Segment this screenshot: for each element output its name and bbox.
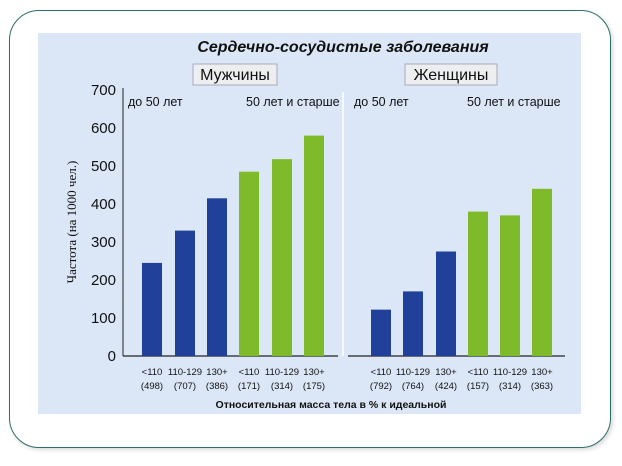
bar xyxy=(403,291,423,356)
x-category-labels: <110 (498) 110-129 (707) 130+ (386) <110 (171) 1… xyxy=(141,367,553,392)
subgroup-label-men-old: 50 лет и старше xyxy=(246,95,340,109)
y-tick-label: 100 xyxy=(91,310,116,327)
chart-title: Сердечно-сосудистые заболевания xyxy=(197,39,489,56)
group-label-women: Женщины xyxy=(414,67,489,84)
x-category-count: (157) xyxy=(467,381,489,392)
x-category-label: 110-129 xyxy=(396,367,430,378)
x-category-label: 110-129 xyxy=(493,367,527,378)
bars xyxy=(142,135,552,356)
x-category-count: (175) xyxy=(303,381,325,392)
subgroup-label-men-young: до 50 лет xyxy=(128,95,183,109)
y-axis-label: Частота (на 1000 чел.) xyxy=(64,161,79,284)
x-category-count: (498) xyxy=(141,381,163,392)
x-category-count: (707) xyxy=(174,381,196,392)
x-category-label: 130+ xyxy=(206,367,228,378)
x-category-count: (363) xyxy=(531,381,553,392)
y-tick-label: 500 xyxy=(91,158,116,175)
y-tick-label: 700 xyxy=(91,82,116,99)
x-category-label: 130+ xyxy=(303,367,325,378)
y-tick-label: 0 xyxy=(108,348,116,365)
bar xyxy=(500,215,520,356)
bar xyxy=(371,309,391,356)
group-label-box-men xyxy=(192,63,278,86)
x-category-label: 110-129 xyxy=(168,367,202,378)
x-category-count: (314) xyxy=(499,381,521,392)
group-label-box-women xyxy=(404,63,498,86)
bar xyxy=(436,251,456,356)
bar xyxy=(272,159,292,356)
bar xyxy=(175,230,195,356)
x-category-label: 110-129 xyxy=(265,367,299,378)
x-category-label: 130+ xyxy=(435,367,457,378)
subgroup-label-women-young: до 50 лет xyxy=(354,95,409,109)
x-category-label: <110 xyxy=(371,367,392,378)
bar xyxy=(142,262,162,356)
y-tick-label: 300 xyxy=(91,234,116,251)
x-category-count: (764) xyxy=(402,381,424,392)
x-category-count: (314) xyxy=(271,381,293,392)
bar xyxy=(468,211,488,356)
y-ticks: 0 100 200 300 400 500 600 700 xyxy=(91,82,116,365)
x-category-label: <110 xyxy=(468,367,489,378)
y-tick-label: 600 xyxy=(91,120,116,137)
x-category-label: <110 xyxy=(239,367,260,378)
bar xyxy=(207,198,227,356)
bar xyxy=(532,188,552,356)
subgroup-label-women-old: 50 лет и старше xyxy=(467,95,561,109)
bar xyxy=(304,135,324,356)
bar xyxy=(239,171,259,356)
y-tick-label: 200 xyxy=(91,272,116,289)
x-category-label: 130+ xyxy=(531,367,553,378)
x-category-count: (386) xyxy=(206,381,228,392)
x-axis-label: Относительная масса тела в % к идеальной xyxy=(216,399,447,411)
x-category-count: (792) xyxy=(370,381,392,392)
x-category-count: (424) xyxy=(435,381,457,392)
group-label-men: Мужчины xyxy=(200,67,270,84)
x-category-count: (171) xyxy=(238,381,260,392)
y-tick-label: 400 xyxy=(91,196,116,213)
x-category-label: <110 xyxy=(142,367,163,378)
